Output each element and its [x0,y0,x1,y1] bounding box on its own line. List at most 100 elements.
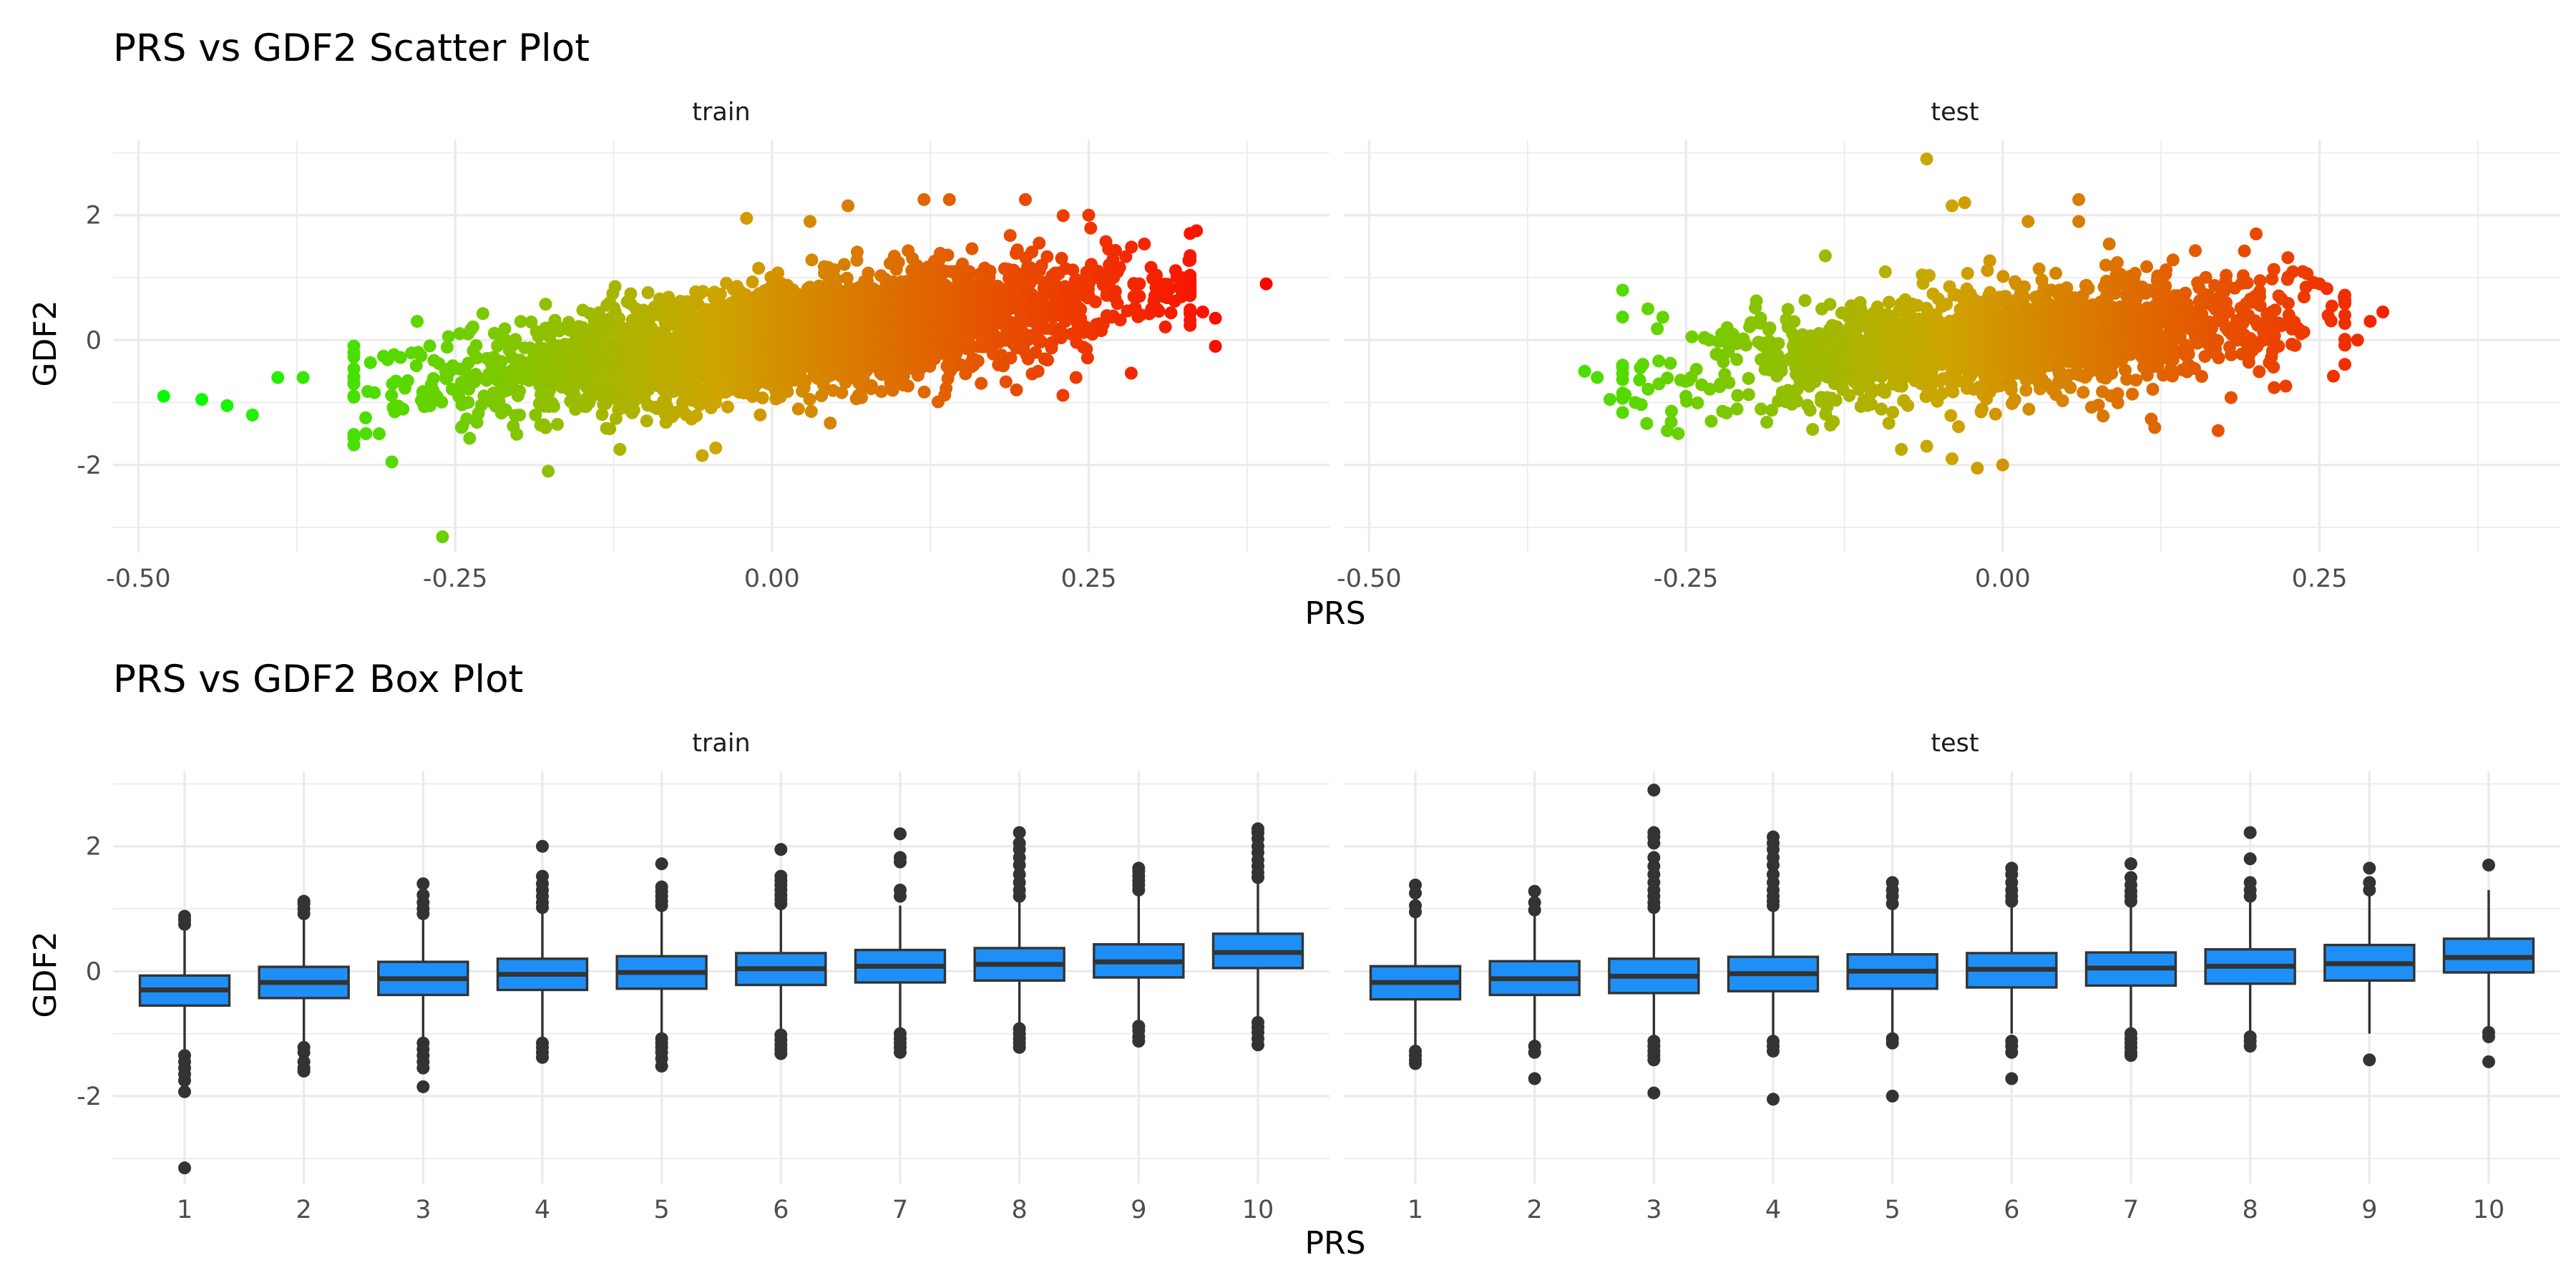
scatter-point [2018,280,2031,293]
scatter-point [2212,351,2225,365]
scatter-point [1754,311,1767,325]
scatter-point [1984,286,1996,299]
scatter-point [2253,365,2266,379]
scatter-point [2021,215,2035,228]
scatter-point [2363,315,2377,328]
scatter-point [1989,407,2002,421]
scatter-point [1019,192,1032,206]
scatter-point [2211,424,2225,437]
scatter-point [962,265,976,278]
scatter-point [2097,409,2110,423]
scatter-point [1209,340,1222,353]
scatter-point [389,374,403,388]
scatter-point [1113,260,1126,274]
scatter-point [2060,281,2074,295]
scatter-point [603,422,617,436]
scatter-point [1730,402,1744,416]
scatter-point [1616,406,1629,419]
scatter-point [372,427,386,441]
scatter-point [2092,399,2105,412]
scatter-point [1755,402,1768,416]
scatter-point [414,349,428,363]
scatter-point [1152,305,1166,318]
scatter-title: PRS vs GDF2 Scatter Plot [113,26,590,70]
scatter-point [1895,443,1908,456]
scatter-point [2281,251,2295,265]
scatter-point [1084,221,1098,235]
scatter-point [1209,311,1222,325]
scatter-point [364,356,377,369]
scatter-point [1781,303,1795,316]
scatter-point [2008,393,2021,406]
scatter-point [2126,387,2139,401]
scatter-point [1664,404,1678,418]
scatter-point [2140,369,2154,382]
scatter-point [394,351,407,364]
scatter-point [2072,192,2086,206]
scatter-point [2110,256,2124,269]
scatter-point [2148,421,2162,434]
scatter-point [965,242,979,255]
scatter-point [2238,244,2251,258]
scatter-point [347,362,361,376]
scatter-point [1996,270,2010,283]
scatter-point [1184,274,1197,288]
scatter-point [851,245,864,259]
scatter-strip-test: test [1931,98,1979,127]
scatter-point [470,351,484,365]
scatter-point [476,307,489,321]
scatter-point [940,381,953,395]
scatter-point [409,359,423,372]
scatter-point [1878,265,1892,278]
scatter-point [1875,402,1888,416]
scatter-point [1003,229,1017,243]
scatter-point [1823,298,1837,311]
scatter-point [830,273,844,286]
scatter-point [499,403,512,416]
scatter-point [1672,426,1685,440]
scatter-y-tick-label: 0 [86,326,102,355]
scatter-point [1124,366,1138,380]
scatter-panel-train [113,140,1330,552]
scatter-point [1619,388,1632,401]
scatter-point [2180,297,2194,311]
scatter-point [1983,254,1996,268]
scatter-point [999,375,1013,389]
scatter-point [756,391,769,405]
scatter-point [220,399,234,412]
scatter-point [975,376,988,390]
scatter-point [2159,279,2172,293]
scatter-point [1164,306,1178,320]
scatter-point [824,416,837,430]
scatter-point [1803,404,1817,417]
scatter-point [2324,314,2338,328]
scatter-point [752,261,766,275]
scatter-point [624,287,638,301]
scatter-point [1056,389,1070,402]
scatter-point [1616,283,1629,297]
scatter-point [1641,382,1655,396]
scatter-point [1133,277,1146,291]
scatter-point [690,409,703,422]
scatter-point [2129,374,2142,387]
scatter-point [385,389,399,402]
scatter-point [1865,397,1878,411]
scatter-point [1125,240,1138,254]
scatter-point [1603,393,1616,406]
scatter-point [1958,196,1971,210]
scatter-point [2179,286,2192,300]
scatter-point [423,399,436,413]
scatter-point [1031,364,1045,378]
scatter-points-test [1578,152,2390,475]
scatter-point [1946,452,1958,466]
scatter-point [2032,262,2046,275]
scatter-point [771,266,785,280]
scatter-point [1616,311,1629,324]
scatter-point [567,386,581,400]
scatter-panel-test [1344,140,2560,552]
scatter-point [713,288,727,301]
scatter-point [2338,308,2351,322]
scatter-point [2265,272,2279,286]
scatter-point [1765,404,1779,417]
scatter-point [1108,285,1122,298]
